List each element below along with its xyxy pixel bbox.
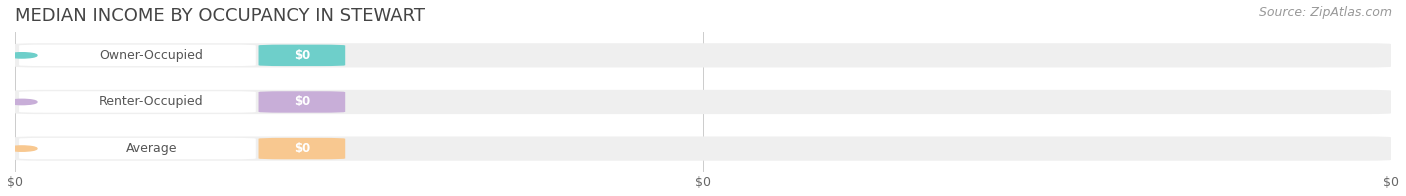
FancyBboxPatch shape — [20, 138, 256, 159]
FancyBboxPatch shape — [259, 91, 346, 113]
Text: Owner-Occupied: Owner-Occupied — [100, 49, 202, 62]
Text: Renter-Occupied: Renter-Occupied — [98, 95, 204, 108]
Ellipse shape — [7, 53, 37, 58]
FancyBboxPatch shape — [259, 138, 346, 159]
Text: Source: ZipAtlas.com: Source: ZipAtlas.com — [1258, 6, 1392, 19]
Text: Average: Average — [125, 142, 177, 155]
Text: MEDIAN INCOME BY OCCUPANCY IN STEWART: MEDIAN INCOME BY OCCUPANCY IN STEWART — [15, 7, 425, 25]
Text: $0: $0 — [294, 95, 309, 108]
FancyBboxPatch shape — [20, 45, 256, 66]
Ellipse shape — [7, 146, 37, 151]
FancyBboxPatch shape — [15, 136, 1391, 161]
FancyBboxPatch shape — [15, 43, 1391, 67]
FancyBboxPatch shape — [259, 45, 346, 66]
Text: $0: $0 — [294, 142, 309, 155]
Text: $0: $0 — [294, 49, 309, 62]
FancyBboxPatch shape — [20, 91, 256, 113]
FancyBboxPatch shape — [15, 90, 1391, 114]
Ellipse shape — [7, 99, 37, 105]
